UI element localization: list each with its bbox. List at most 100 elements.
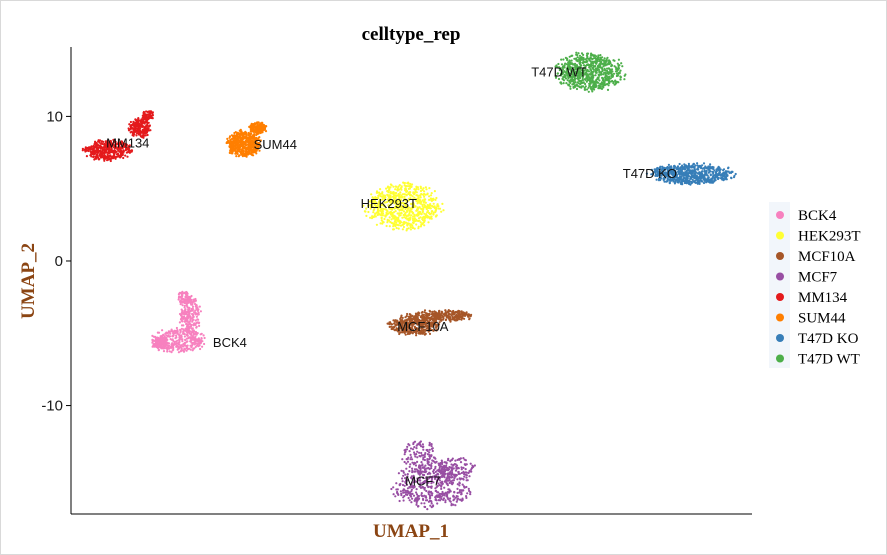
data-point: [423, 502, 426, 505]
data-point: [446, 315, 449, 318]
data-point: [154, 340, 157, 344]
data-point: [131, 131, 135, 134]
data-point: [436, 472, 439, 475]
data-point: [411, 497, 414, 500]
data-point: [428, 187, 431, 190]
data-point: [434, 198, 437, 201]
data-point: [170, 351, 173, 354]
data-point: [409, 463, 412, 466]
data-point: [246, 147, 249, 150]
data-point: [430, 467, 433, 470]
data-point: [441, 318, 445, 321]
data-point: [191, 301, 194, 304]
data-point: [418, 198, 421, 201]
data-point: [136, 124, 139, 127]
data-point: [95, 151, 98, 154]
data-point: [404, 198, 407, 201]
data-point: [170, 338, 173, 341]
data-point: [94, 157, 97, 160]
data-point: [427, 328, 430, 331]
data-point: [423, 195, 426, 198]
data-point: [403, 181, 406, 185]
data-point: [236, 150, 239, 153]
data-point: [380, 195, 384, 198]
data-point: [257, 126, 260, 129]
data-point: [456, 497, 460, 500]
data-point: [421, 222, 424, 226]
data-point: [248, 136, 251, 139]
data-point: [415, 500, 419, 503]
data-point: [458, 481, 461, 484]
data-point: [460, 311, 463, 315]
data-point: [128, 151, 131, 154]
data-point: [423, 224, 426, 227]
data-point: [254, 128, 257, 131]
data-point: [108, 143, 111, 146]
data-point: [722, 174, 725, 177]
data-point: [458, 491, 461, 494]
data-point: [259, 123, 262, 126]
data-point: [404, 477, 407, 480]
data-point: [454, 318, 458, 321]
data-point: [444, 491, 447, 494]
data-point: [445, 477, 448, 480]
data-point: [425, 208, 428, 211]
data-point: [377, 191, 381, 194]
data-point: [108, 157, 112, 160]
data-point: [416, 312, 419, 316]
data-point: [428, 458, 431, 461]
data-point: [411, 458, 414, 461]
data-point: [421, 473, 424, 476]
data-point: [469, 493, 472, 496]
data-point: [419, 196, 422, 199]
series-hek293t: [362, 181, 445, 232]
data-point: [383, 201, 386, 204]
data-point: [449, 460, 452, 463]
data-point: [431, 447, 434, 450]
data-point: [435, 196, 438, 200]
data-point: [412, 203, 415, 206]
data-point: [397, 216, 400, 219]
data-point: [411, 467, 414, 470]
data-point: [423, 458, 426, 462]
data-point: [424, 215, 427, 218]
data-point: [423, 486, 426, 489]
data-point: [408, 210, 411, 214]
data-point: [433, 310, 436, 313]
data-point: [435, 486, 438, 489]
data-point: [180, 311, 183, 314]
data-point: [195, 305, 198, 308]
data-point: [436, 312, 440, 315]
data-point: [428, 468, 431, 471]
data-point: [457, 467, 460, 470]
data-point: [371, 215, 374, 218]
data-point: [435, 479, 439, 482]
data-point: [388, 225, 391, 228]
data-point: [451, 471, 454, 474]
data-point: [230, 142, 233, 146]
data-point: [412, 474, 415, 477]
data-point: [430, 465, 433, 468]
data-point: [420, 471, 423, 474]
data-point: [422, 320, 425, 323]
data-point: [100, 151, 103, 154]
data-point: [450, 502, 453, 506]
data-point: [415, 315, 418, 318]
data-point: [422, 193, 425, 197]
data-point: [454, 496, 457, 499]
data-point: [730, 170, 733, 173]
data-point: [432, 459, 435, 463]
data-point: [373, 203, 376, 206]
data-point: [416, 460, 419, 463]
data-point: [369, 207, 372, 210]
data-point: [202, 334, 205, 337]
data-point: [426, 192, 429, 195]
data-point: [415, 223, 418, 226]
data-point: [420, 492, 423, 495]
data-point: [424, 464, 427, 467]
data-point: [429, 485, 432, 488]
data-point: [399, 331, 402, 334]
data-point: [440, 497, 443, 500]
data-point: [197, 340, 200, 343]
data-point: [431, 505, 435, 508]
